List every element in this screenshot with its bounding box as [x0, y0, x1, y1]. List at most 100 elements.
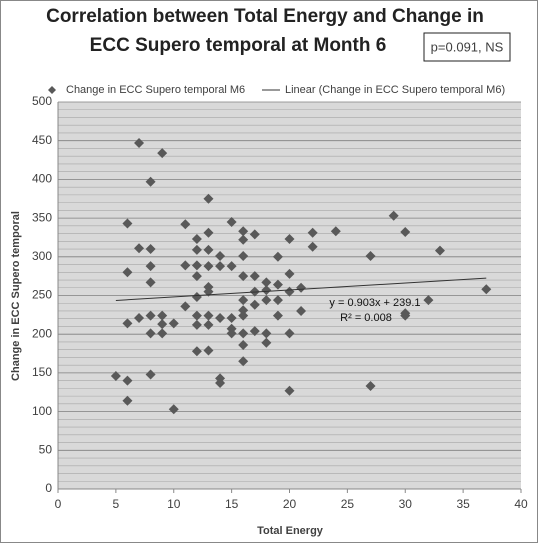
point	[134, 138, 145, 149]
point	[261, 295, 272, 306]
point	[238, 251, 249, 262]
point	[249, 326, 260, 337]
point	[203, 286, 214, 297]
point	[145, 310, 156, 321]
point	[238, 340, 249, 351]
point	[122, 318, 133, 329]
y-axis-label: Change in ECC Supero temporal	[10, 211, 22, 381]
point	[423, 295, 434, 306]
trendline-equation: y = 0.903x + 239.1	[329, 297, 420, 309]
point	[157, 328, 168, 339]
point	[145, 328, 156, 339]
point	[238, 310, 249, 321]
point	[434, 245, 445, 256]
point	[272, 310, 283, 321]
point	[191, 346, 202, 357]
point	[168, 404, 179, 415]
point	[238, 356, 249, 367]
x-tick-label: 20	[283, 497, 297, 511]
y-tick-label: 150	[32, 365, 52, 379]
x-axis-label: Total Energy	[257, 525, 324, 537]
y-tick-label: 100	[32, 404, 52, 418]
point	[284, 233, 295, 244]
y-tick-label: 350	[32, 210, 52, 224]
annotation-box	[423, 32, 511, 62]
point	[180, 219, 191, 230]
point	[145, 176, 156, 187]
chart-title: ECC Supero temporal at Month 6	[90, 35, 387, 56]
y-tick-label: 300	[32, 249, 52, 263]
point	[191, 271, 202, 282]
x-tick-label: 40	[514, 497, 528, 511]
point	[226, 216, 237, 227]
point	[238, 226, 249, 237]
point	[110, 370, 121, 381]
point	[238, 328, 249, 339]
point	[145, 261, 156, 272]
point	[215, 261, 226, 272]
point	[122, 375, 133, 386]
point	[296, 305, 307, 316]
point	[191, 260, 202, 271]
point	[261, 337, 272, 348]
point	[145, 244, 156, 255]
point	[203, 244, 214, 255]
x-tick-label: 10	[167, 497, 181, 511]
point	[330, 226, 341, 237]
point	[261, 285, 272, 296]
x-tick-label: 30	[399, 497, 413, 511]
point	[215, 377, 226, 388]
point	[261, 277, 272, 288]
point	[249, 271, 260, 282]
x-tick-label: 15	[225, 497, 239, 511]
point	[134, 312, 145, 323]
trendline	[115, 277, 487, 301]
point	[226, 261, 237, 272]
point	[215, 312, 226, 323]
point	[400, 310, 411, 321]
point	[134, 243, 145, 254]
y-tick-label: 200	[32, 326, 52, 340]
y-tick-label: 250	[32, 288, 52, 302]
point	[284, 328, 295, 339]
x-tick-label: 0	[55, 497, 62, 511]
chart-title: Correlation between Total Energy and Cha…	[46, 6, 484, 27]
point	[226, 328, 237, 339]
point	[296, 282, 307, 293]
x-tick-label: 25	[341, 497, 355, 511]
point	[122, 218, 133, 229]
trendline-r2: R² = 0.008	[340, 312, 392, 324]
point	[203, 261, 214, 272]
x-tick-label: 5	[113, 497, 120, 511]
point	[284, 268, 295, 279]
point	[307, 227, 318, 238]
point	[145, 277, 156, 288]
point	[272, 279, 283, 290]
point	[203, 319, 214, 330]
point	[249, 229, 260, 240]
x-tick-label: 35	[456, 497, 470, 511]
point	[191, 310, 202, 321]
annotation: p=0.091, NS	[431, 39, 504, 54]
point	[272, 295, 283, 306]
point	[238, 305, 249, 316]
point	[261, 328, 272, 339]
point	[203, 193, 214, 204]
point	[145, 369, 156, 380]
point	[180, 260, 191, 271]
legend-marker	[48, 86, 56, 94]
point	[191, 319, 202, 330]
point	[191, 233, 202, 244]
point	[168, 318, 179, 329]
y-tick-label: 400	[32, 172, 52, 186]
point	[203, 227, 214, 238]
y-tick-label: 500	[32, 94, 52, 108]
point	[400, 227, 411, 238]
point	[388, 210, 399, 221]
point	[203, 310, 214, 321]
point	[272, 251, 283, 262]
point	[157, 310, 168, 321]
point	[481, 284, 492, 295]
point	[238, 234, 249, 245]
